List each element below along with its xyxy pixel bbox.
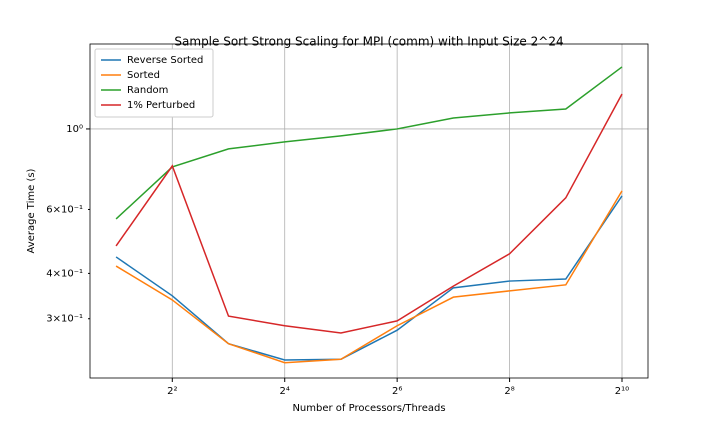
y-axis-label: Average Time (s): [26, 168, 37, 253]
legend-label: Reverse Sorted: [127, 55, 203, 66]
series-line: [115, 190, 623, 364]
x-tick-label: 2⁶: [392, 386, 402, 397]
x-tick-label: 2²: [167, 386, 177, 397]
x-tick-label: 2⁴: [280, 386, 290, 397]
y-tick-label: 10⁰: [66, 124, 83, 135]
legend-label: Random: [127, 85, 168, 96]
series-line: [115, 66, 623, 220]
x-tick-label: 2¹⁰: [615, 386, 629, 397]
y-tick-label: 4×10⁻¹: [46, 268, 83, 279]
chart-title: Sample Sort Strong Scaling for MPI (comm…: [174, 35, 563, 49]
legend-box: [94, 48, 214, 118]
x-tick-label: 2⁸: [504, 386, 514, 397]
y-tick-label: 6×10⁻¹: [46, 204, 83, 215]
y-tick-label: 3×10⁻¹: [46, 314, 83, 325]
x-axis-label: Number of Processors/Threads: [292, 403, 445, 414]
legend-label: Sorted: [127, 70, 160, 81]
plot-frame: [89, 43, 649, 379]
series-line: [115, 195, 623, 361]
legend: Reverse Sorted Sorted Random 1% Perturbed: [94, 48, 214, 118]
legend-label: 1% Perturbed: [127, 100, 195, 111]
series-line: [115, 93, 623, 334]
